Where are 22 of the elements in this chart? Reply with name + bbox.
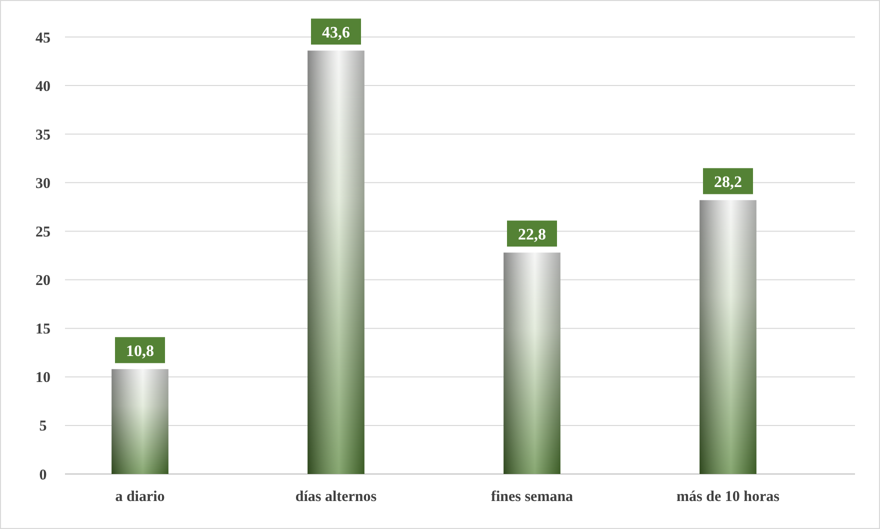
x-tick-label: fines semana bbox=[490, 489, 574, 505]
y-tick-label: 5 bbox=[39, 418, 47, 435]
bar bbox=[308, 50, 364, 474]
y-tick-label: 15 bbox=[36, 322, 50, 338]
y-tick-label: 35 bbox=[36, 127, 50, 144]
y-tick-label: 25 bbox=[36, 224, 50, 240]
x-tick-label: días alternos bbox=[295, 489, 377, 505]
bar bbox=[112, 369, 168, 474]
x-tick-label: a diario bbox=[115, 489, 165, 505]
y-tick-label: 20 bbox=[36, 273, 50, 290]
y-tick-label: 45 bbox=[36, 30, 50, 46]
data-label: 22,8 bbox=[518, 226, 546, 244]
bar bbox=[700, 200, 756, 474]
y-tick-label: 40 bbox=[36, 78, 50, 95]
data-label: 10,8 bbox=[126, 343, 154, 360]
y-tick-label: 10 bbox=[36, 370, 50, 386]
bar bbox=[504, 252, 560, 474]
data-label: 43,6 bbox=[322, 24, 350, 42]
data-label: 28,2 bbox=[714, 174, 742, 192]
x-tick-label: más de 10 horas bbox=[676, 489, 780, 505]
y-tick-label: 30 bbox=[36, 176, 50, 192]
y-tick-label: 0 bbox=[39, 467, 47, 484]
